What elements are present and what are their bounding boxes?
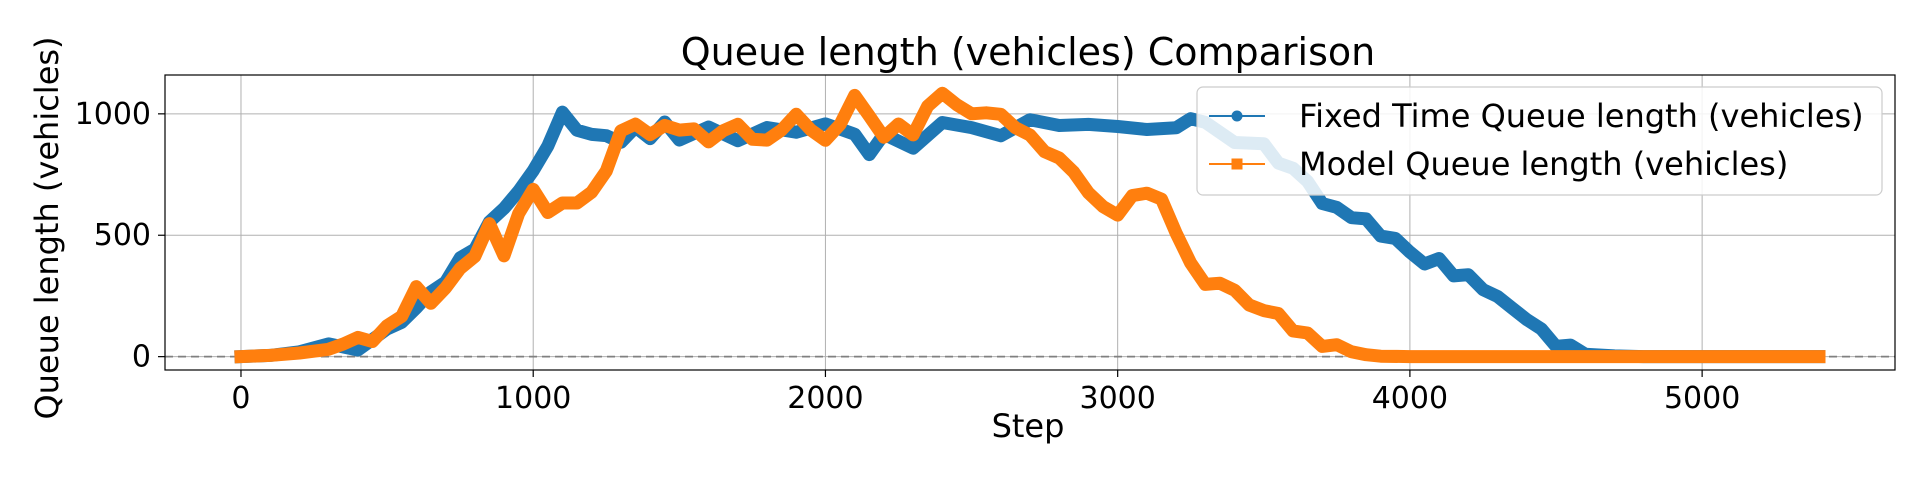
x-axis-ticks: 0 1000 2000 3000 4000 5000 [231,370,1740,416]
legend-label: Fixed Time Queue length (vehicles) [1299,97,1864,135]
y-axis-ticks: 0 500 1000 [75,97,165,375]
series-line [234,105,1826,364]
x-tick-label: 2000 [787,381,863,416]
legend-box [1196,86,1883,196]
series-layer [234,86,1826,364]
legend-entry: Model Queue length (vehicles) [1209,145,1788,183]
x-tick-label: 5000 [1664,381,1740,416]
y-tick-label: 1000 [75,97,151,132]
series-model [234,86,1826,364]
legend-marker-circle [1231,110,1243,122]
y-tick-label: 0 [132,340,151,375]
legend: Fixed Time Queue length (vehicles) Model … [1196,86,1883,196]
x-tick-label: 1000 [495,381,571,416]
y-tick-label: 500 [94,218,151,253]
y-axis-label: Queue length (vehicles) [28,36,66,419]
legend-entry: Fixed Time Queue length (vehicles) [1209,97,1864,135]
x-tick-label: 3000 [1079,381,1155,416]
x-tick-label: 0 [231,381,250,416]
legend-label: Model Queue length (vehicles) [1299,145,1788,183]
x-axis-label: Step [992,407,1065,445]
x-tick-label: 4000 [1372,381,1448,416]
series-fixed-time [234,105,1826,364]
plot-frame [164,74,1896,371]
legend-marker-square [1231,158,1243,170]
chart-title: Queue length (vehicles) Comparison [681,30,1376,74]
series-line [234,86,1826,364]
